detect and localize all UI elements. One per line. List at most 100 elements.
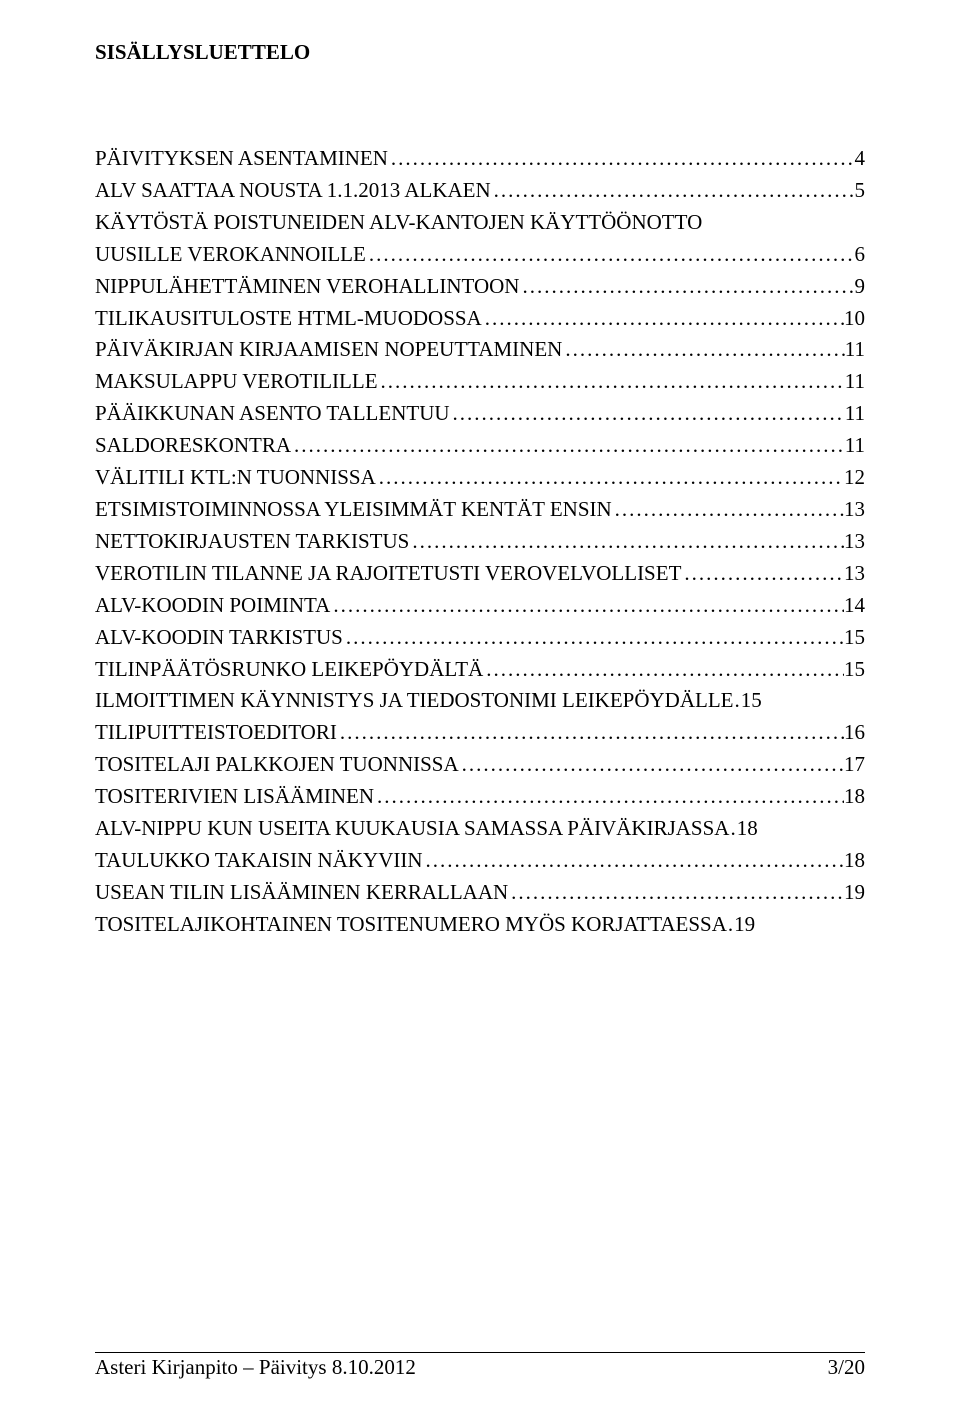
toc-label: UUSILLE VEROKANNOILLE — [95, 239, 366, 271]
toc-label: TOSITELAJIKOHTAINEN TOSITENUMERO MYÖS KO… — [95, 909, 727, 941]
toc-entry: SALDORESKONTRA 11 — [95, 430, 865, 462]
toc-leader — [459, 749, 844, 781]
toc-leader — [366, 239, 855, 271]
toc-entry: TAULUKKO TAKAISIN NÄKYVIIN 18 — [95, 845, 865, 877]
toc-leader — [491, 175, 855, 207]
toc-label: PÄÄIKKUNAN ASENTO TALLENTUU — [95, 398, 450, 430]
toc-label: USEAN TILIN LISÄÄMINEN KERRALLAAN — [95, 877, 508, 909]
toc-label: SALDORESKONTRA — [95, 430, 291, 462]
toc-entry: TILIPUITTEISTOEDITORI 16 — [95, 717, 865, 749]
toc-page: 18 — [737, 813, 758, 845]
toc-label: ALV SAATTAA NOUSTA 1.1.2013 ALKAEN — [95, 175, 491, 207]
toc-entry: NETTOKIRJAUSTEN TARKISTUS13 — [95, 526, 865, 558]
toc-leader — [562, 334, 844, 366]
toc-entry: PÄÄIKKUNAN ASENTO TALLENTUU 11 — [95, 398, 865, 430]
toc-page: 19 — [844, 877, 865, 909]
toc-leader — [482, 303, 844, 335]
toc-entry: ETSIMISTOIMINNOSSA YLEISIMMÄT KENTÄT ENS… — [95, 494, 865, 526]
toc-page: 11 — [845, 366, 865, 398]
toc-label: ALV-NIPPU KUN USEITA KUUKAUSIA SAMASSA P… — [95, 813, 729, 845]
toc-page: 15 — [844, 654, 865, 686]
toc-label: PÄIVITYKSEN ASENTAMINEN — [95, 143, 388, 175]
toc-entry: TILINPÄÄTÖSRUNKO LEIKEPÖYDÄLTÄ 15 — [95, 654, 865, 686]
toc-page: 17 — [844, 749, 865, 781]
toc-leader — [337, 717, 844, 749]
toc-page: 12 — [844, 462, 865, 494]
toc-label: NIPPULÄHETTÄMINEN VEROHALLINTOON — [95, 271, 519, 303]
toc-page: 13 — [844, 558, 865, 590]
toc-leader — [388, 143, 855, 175]
toc-page: 15 — [741, 685, 762, 717]
toc-label: ALV-KOODIN POIMINTA — [95, 590, 330, 622]
table-of-contents: PÄIVITYKSEN ASENTAMINEN4ALV SAATTAA NOUS… — [95, 143, 865, 941]
toc-leader: . — [727, 909, 734, 941]
toc-label: TILINPÄÄTÖSRUNKO LEIKEPÖYDÄLTÄ — [95, 654, 483, 686]
toc-entry: USEAN TILIN LISÄÄMINEN KERRALLAAN 19 — [95, 877, 865, 909]
toc-page: 14 — [844, 590, 865, 622]
toc-label: ILMOITTIMEN KÄYNNISTYS JA TIEDOSTONIMI L… — [95, 685, 734, 717]
toc-leader — [612, 494, 844, 526]
toc-entry: ALV-KOODIN POIMINTA 14 — [95, 590, 865, 622]
toc-entry: VÄLITILI KTL:N TUONNISSA 12 — [95, 462, 865, 494]
toc-entry: MAKSULAPPU VEROTILILLE 11 — [95, 366, 865, 398]
toc-page: 10 — [844, 303, 865, 335]
toc-page: 18 — [844, 845, 865, 877]
toc-entry: TOSITELAJI PALKKOJEN TUONNISSA 17 — [95, 749, 865, 781]
toc-label: PÄIVÄKIRJAN KIRJAAMISEN NOPEUTTAMINEN — [95, 334, 562, 366]
toc-leader — [681, 558, 844, 590]
toc-page: 13 — [844, 494, 865, 526]
toc-page: 18 — [844, 781, 865, 813]
toc-label: TAULUKKO TAKAISIN NÄKYVIIN — [95, 845, 423, 877]
toc-entry: ALV SAATTAA NOUSTA 1.1.2013 ALKAEN5 — [95, 175, 865, 207]
toc-entry: TOSITELAJIKOHTAINEN TOSITENUMERO MYÖS KO… — [95, 909, 865, 941]
toc-label: VEROTILIN TILANNE JA RAJOITETUSTI VEROVE… — [95, 558, 681, 590]
toc-label: MAKSULAPPU VEROTILILLE — [95, 366, 378, 398]
toc-leader — [450, 398, 845, 430]
toc-entry: TILIKAUSITULOSTE HTML-MUODOSSA 10 — [95, 303, 865, 335]
toc-leader — [376, 462, 844, 494]
toc-label: TOSITERIVIEN LISÄÄMINEN — [95, 781, 374, 813]
toc-entry: PÄIVÄKIRJAN KIRJAAMISEN NOPEUTTAMINEN 11 — [95, 334, 865, 366]
toc-entry: UUSILLE VEROKANNOILLE 6 — [95, 239, 865, 271]
toc-page: 11 — [845, 334, 865, 366]
toc-label: ETSIMISTOIMINNOSSA YLEISIMMÄT KENTÄT ENS… — [95, 494, 612, 526]
toc-entry: ALV-KOODIN TARKISTUS 15 — [95, 622, 865, 654]
toc-label: VÄLITILI KTL:N TUONNISSA — [95, 462, 376, 494]
toc-label: ALV-KOODIN TARKISTUS — [95, 622, 343, 654]
toc-leader — [423, 845, 844, 877]
toc-label: KÄYTÖSTÄ POISTUNEIDEN ALV-KANTOJEN KÄYTT… — [95, 207, 702, 239]
page-footer: Asteri Kirjanpito – Päivitys 8.10.2012 3… — [95, 1352, 865, 1380]
toc-leader — [343, 622, 844, 654]
toc-leader — [409, 526, 844, 558]
footer-right: 3/20 — [828, 1355, 865, 1380]
toc-label: TILIKAUSITULOSTE HTML-MUODOSSA — [95, 303, 482, 335]
toc-leader — [483, 654, 844, 686]
toc-page: 19 — [734, 909, 755, 941]
toc-page: 6 — [855, 239, 866, 271]
toc-entry: TOSITERIVIEN LISÄÄMINEN 18 — [95, 781, 865, 813]
toc-page: 11 — [845, 398, 865, 430]
toc-entry: KÄYTÖSTÄ POISTUNEIDEN ALV-KANTOJEN KÄYTT… — [95, 207, 865, 239]
toc-leader — [291, 430, 845, 462]
toc-label: TILIPUITTEISTOEDITORI — [95, 717, 337, 749]
toc-entry: PÄIVITYKSEN ASENTAMINEN 4 — [95, 143, 865, 175]
toc-leader — [508, 877, 844, 909]
toc-leader: . — [734, 685, 741, 717]
toc-leader — [378, 366, 845, 398]
toc-entry: NIPPULÄHETTÄMINEN VEROHALLINTOON 9 — [95, 271, 865, 303]
toc-entry: ALV-NIPPU KUN USEITA KUUKAUSIA SAMASSA P… — [95, 813, 865, 845]
toc-page: 16 — [844, 717, 865, 749]
toc-leader: . — [729, 813, 736, 845]
toc-leader — [374, 781, 844, 813]
toc-page: 13 — [844, 526, 865, 558]
toc-leader — [519, 271, 854, 303]
toc-page: 11 — [845, 430, 865, 462]
footer-left: Asteri Kirjanpito – Päivitys 8.10.2012 — [95, 1355, 416, 1380]
page-title: SISÄLLYSLUETTELO — [95, 40, 865, 65]
toc-leader — [330, 590, 844, 622]
toc-page: 15 — [844, 622, 865, 654]
toc-page: 4 — [855, 143, 866, 175]
toc-label: TOSITELAJI PALKKOJEN TUONNISSA — [95, 749, 459, 781]
toc-page: 9 — [855, 271, 866, 303]
toc-entry: VEROTILIN TILANNE JA RAJOITETUSTI VEROVE… — [95, 558, 865, 590]
